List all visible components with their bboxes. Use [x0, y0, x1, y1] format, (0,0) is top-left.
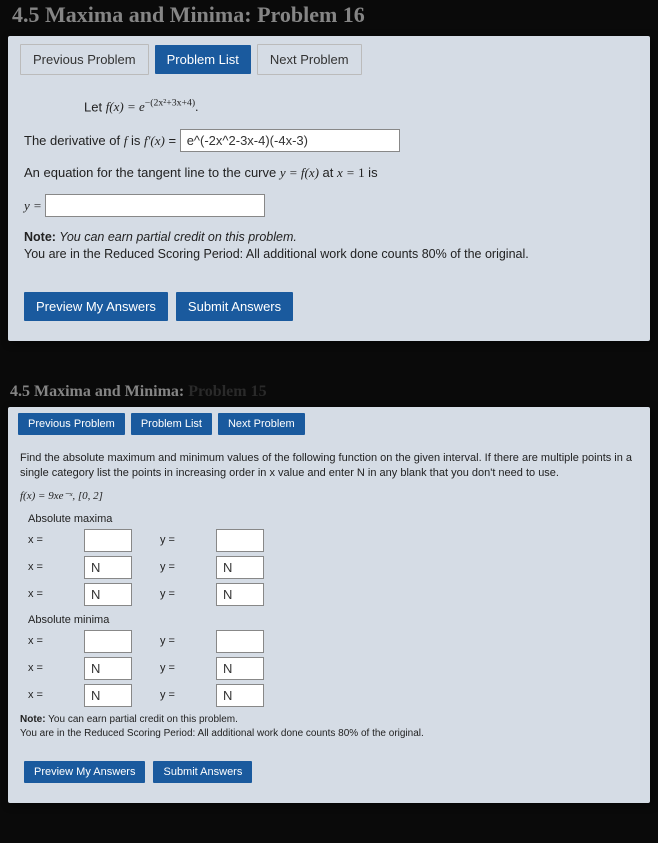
- x-label: x =: [28, 561, 56, 573]
- problem-15-card: Previous Problem Problem List Next Probl…: [8, 407, 650, 803]
- page-title-16: 4.5 Maxima and Minima: Problem 16: [0, 0, 658, 36]
- x-input[interactable]: [84, 684, 132, 707]
- note-15: Note: You can earn partial credit on thi…: [20, 713, 638, 741]
- xy-row: x = y =: [28, 630, 638, 653]
- y-input[interactable]: [216, 556, 264, 579]
- instructions: Find the absolute maximum and minimum va…: [20, 451, 638, 482]
- submit-answers-button[interactable]: Submit Answers: [153, 761, 252, 783]
- y-label: y =: [160, 635, 188, 647]
- x-input[interactable]: [84, 556, 132, 579]
- tangent-line-text: An equation for the tangent line to the …: [24, 164, 634, 182]
- action-row-15: Preview My Answers Submit Answers: [8, 753, 650, 787]
- derivative-line: The derivative of f is f′(x) =: [24, 129, 634, 152]
- problem-16-card: Previous Problem Problem List Next Probl…: [8, 36, 650, 341]
- action-row-16: Preview My Answers Submit Answers: [8, 284, 650, 325]
- absolute-minima-heading: Absolute minima: [28, 614, 638, 626]
- tangent-input[interactable]: [45, 194, 265, 217]
- next-problem-button[interactable]: Next Problem: [218, 413, 305, 435]
- let-label: Let: [84, 99, 106, 114]
- x-label: x =: [28, 689, 56, 701]
- y-label: y =: [160, 588, 188, 600]
- xy-row: x = y =: [28, 556, 638, 579]
- y-label: y =: [160, 561, 188, 573]
- next-problem-button[interactable]: Next Problem: [257, 44, 362, 75]
- preview-answers-button[interactable]: Preview My Answers: [24, 761, 145, 783]
- page-title-15: 4.5 Maxima and Minima: Problem 15: [0, 381, 658, 407]
- x-label: x =: [28, 588, 56, 600]
- y-input[interactable]: [216, 684, 264, 707]
- problem-list-button[interactable]: Problem List: [131, 413, 212, 435]
- y-input[interactable]: [216, 529, 264, 552]
- derivative-input[interactable]: [180, 129, 400, 152]
- x-label: x =: [28, 662, 56, 674]
- tangent-answer-line: y =: [24, 194, 634, 217]
- fn-definition: f(x) = e−(2x²+3x+4).: [106, 99, 199, 114]
- problem-15-content: Find the absolute maximum and minimum va…: [8, 441, 650, 753]
- y-input[interactable]: [216, 583, 264, 606]
- nav-row-16: Previous Problem Problem List Next Probl…: [8, 36, 650, 85]
- y-label: y =: [160, 662, 188, 674]
- x-label: x =: [28, 635, 56, 647]
- xy-row: x = y =: [28, 684, 638, 707]
- x-input[interactable]: [84, 529, 132, 552]
- x-input[interactable]: [84, 583, 132, 606]
- problem-16-content: Let f(x) = e−(2x²+3x+4). The derivative …: [8, 85, 650, 284]
- nav-row-15: Previous Problem Problem List Next Probl…: [8, 407, 650, 441]
- x-input[interactable]: [84, 657, 132, 680]
- x-label: x =: [28, 534, 56, 546]
- absolute-maxima-heading: Absolute maxima: [28, 513, 638, 525]
- x-input[interactable]: [84, 630, 132, 653]
- previous-problem-button[interactable]: Previous Problem: [18, 413, 125, 435]
- y-label: y =: [160, 689, 188, 701]
- y-input[interactable]: [216, 657, 264, 680]
- preview-answers-button[interactable]: Preview My Answers: [24, 292, 168, 321]
- problem-list-button[interactable]: Problem List: [155, 45, 251, 74]
- xy-row: x = y =: [28, 657, 638, 680]
- y-label: y =: [160, 534, 188, 546]
- xy-row: x = y =: [28, 529, 638, 552]
- note-16: Note: You can earn partial credit on thi…: [24, 229, 634, 264]
- y-input[interactable]: [216, 630, 264, 653]
- submit-answers-button[interactable]: Submit Answers: [176, 292, 293, 321]
- fn-line-15: f(x) = 9xe⁻ˣ, [0, 2]: [20, 489, 638, 504]
- previous-problem-button[interactable]: Previous Problem: [20, 44, 149, 75]
- xy-row: x = y =: [28, 583, 638, 606]
